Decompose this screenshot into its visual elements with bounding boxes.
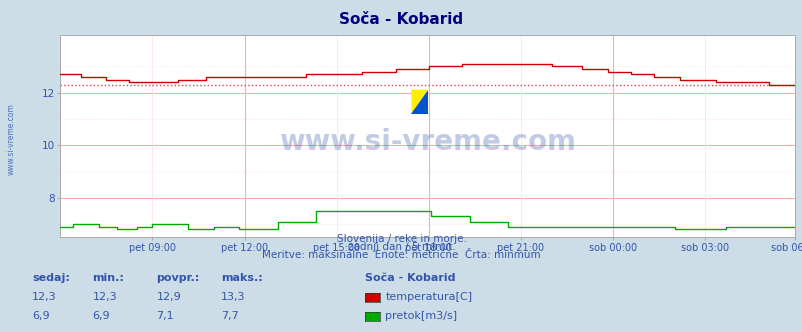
Polygon shape <box>411 90 427 114</box>
Text: www.si-vreme.com: www.si-vreme.com <box>279 128 575 156</box>
Text: maks.:: maks.: <box>221 273 262 283</box>
Text: Meritve: maksinalne  Enote: metrične  Črta: minmum: Meritve: maksinalne Enote: metrične Črta… <box>262 250 540 260</box>
Text: Soča - Kobarid: Soča - Kobarid <box>365 273 456 283</box>
Text: sedaj:: sedaj: <box>32 273 70 283</box>
Polygon shape <box>411 90 427 114</box>
Text: 7,1: 7,1 <box>156 311 174 321</box>
Text: 12,3: 12,3 <box>92 292 117 302</box>
Text: 6,9: 6,9 <box>32 311 50 321</box>
Text: Soča - Kobarid: Soča - Kobarid <box>339 12 463 27</box>
Text: temperatura[C]: temperatura[C] <box>385 292 472 302</box>
Text: Slovenija / reke in morje.: Slovenija / reke in morje. <box>336 234 466 244</box>
Text: pretok[m3/s]: pretok[m3/s] <box>385 311 457 321</box>
Text: 13,3: 13,3 <box>221 292 245 302</box>
Text: 12,9: 12,9 <box>156 292 181 302</box>
Text: 7,7: 7,7 <box>221 311 238 321</box>
Text: min.:: min.: <box>92 273 124 283</box>
Text: zadnji dan / 5 minut.: zadnji dan / 5 minut. <box>347 242 455 252</box>
Text: 12,3: 12,3 <box>32 292 57 302</box>
Text: povpr.:: povpr.: <box>156 273 200 283</box>
Text: www.si-vreme.com: www.si-vreme.com <box>6 104 15 175</box>
Text: 6,9: 6,9 <box>92 311 110 321</box>
